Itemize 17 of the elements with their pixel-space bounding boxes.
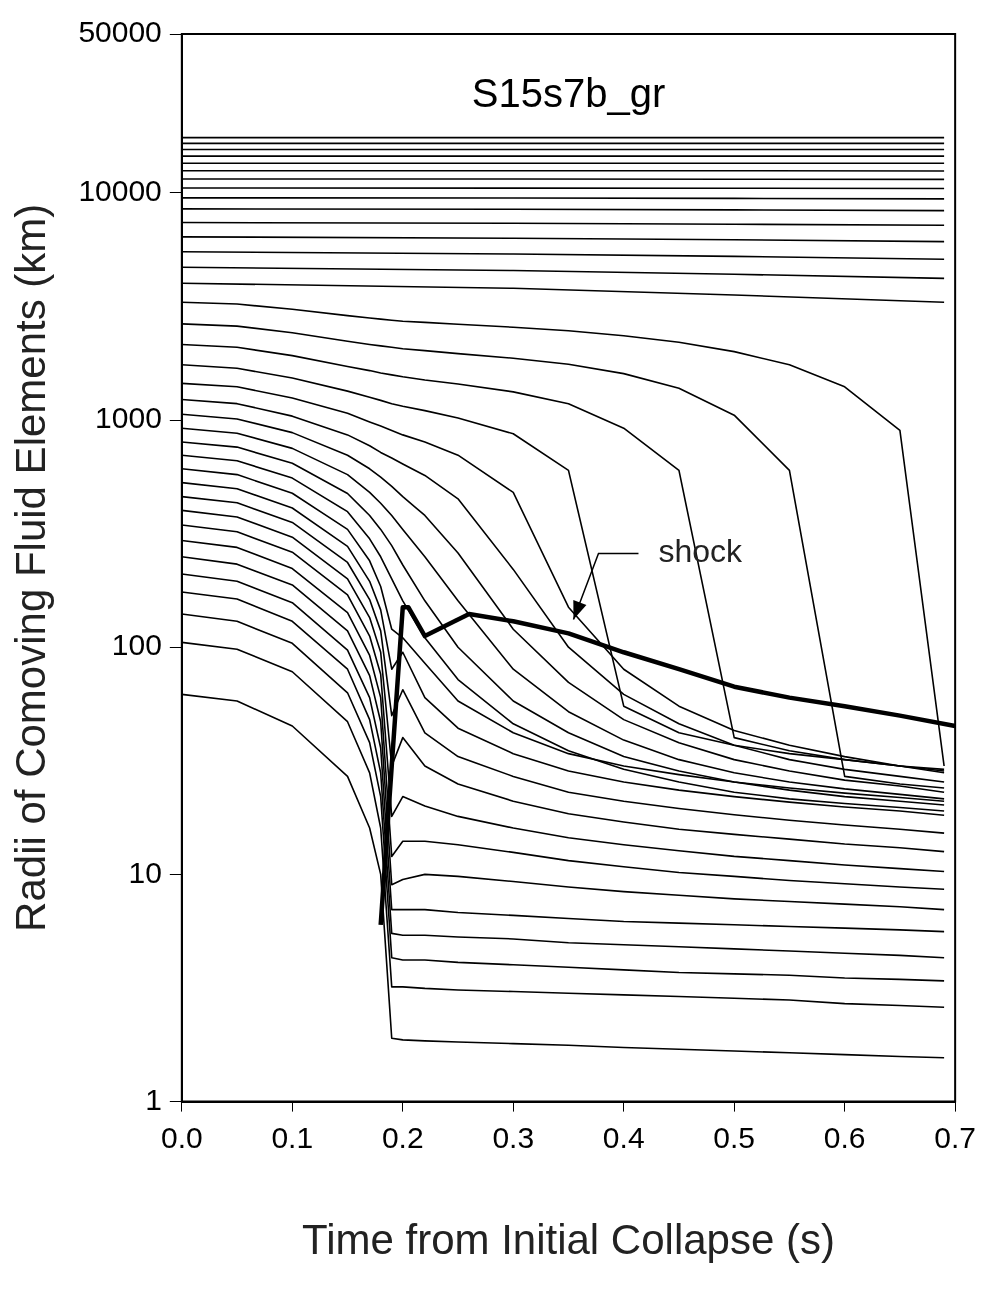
x-tick-label: 0.3 xyxy=(492,1120,535,1154)
x-tick-label: 0.2 xyxy=(381,1120,424,1154)
y-tick-label: 10000 xyxy=(78,174,162,208)
y-tick-label: 10 xyxy=(128,855,162,889)
y-tick-label: 100 xyxy=(111,628,162,662)
y-axis-title: Radii of Comoving Fluid Elements (km) xyxy=(6,203,54,932)
y-tick-label: 1 xyxy=(145,1082,162,1116)
text: S15s7b_gr xyxy=(471,71,666,116)
x-tick-label: 0.4 xyxy=(602,1120,645,1154)
y-tick-label: 50000 xyxy=(78,15,162,49)
x-axis-title: Time from Initial Collapse (s) xyxy=(302,1216,835,1264)
x-tick-label: 0.5 xyxy=(713,1120,756,1154)
y-tick-label: 1000 xyxy=(95,401,162,435)
x-tick-label: 0.0 xyxy=(160,1120,203,1154)
x-tick-label: 0.7 xyxy=(934,1120,977,1154)
x-tick-label: 0.6 xyxy=(823,1120,866,1154)
x-tick-label: 0.1 xyxy=(271,1120,314,1154)
